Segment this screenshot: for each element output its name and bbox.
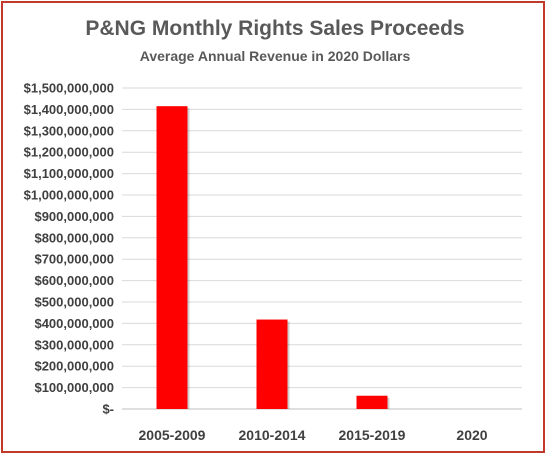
bar — [156, 106, 188, 409]
y-tick-label: $400,000,000 — [34, 316, 114, 331]
bar — [356, 395, 388, 409]
y-tick-label: $1,200,000,000 — [24, 145, 114, 160]
y-tick-label: $1,400,000,000 — [24, 102, 114, 117]
y-tick-label: $1,500,000,000 — [24, 81, 114, 96]
y-tick-label: $1,000,000,000 — [24, 188, 114, 203]
y-tick-label: $300,000,000 — [34, 337, 114, 352]
x-category-label: 2020 — [456, 427, 487, 443]
y-tick-label: $600,000,000 — [34, 273, 114, 288]
chart-subtitle: Average Annual Revenue in 2020 Dollars — [139, 48, 411, 64]
y-tick-label: $1,300,000,000 — [24, 123, 114, 138]
chart-title: P&NG Monthly Rights Sales Proceeds — [85, 17, 465, 40]
x-category-label: 2010-2014 — [239, 427, 306, 443]
y-tick-label: $100,000,000 — [34, 380, 114, 395]
y-tick-label: $900,000,000 — [34, 209, 114, 224]
x-category-label: 2005-2009 — [139, 427, 206, 443]
y-tick-label: $800,000,000 — [34, 230, 114, 245]
y-tick-label: $- — [102, 402, 114, 417]
y-tick-label: $700,000,000 — [34, 252, 114, 267]
y-tick-label: $500,000,000 — [34, 295, 114, 310]
y-tick-label: $1,100,000,000 — [24, 166, 114, 181]
y-tick-label: $200,000,000 — [34, 359, 114, 374]
bar — [256, 319, 288, 409]
x-category-label: 2015-2019 — [339, 427, 406, 443]
